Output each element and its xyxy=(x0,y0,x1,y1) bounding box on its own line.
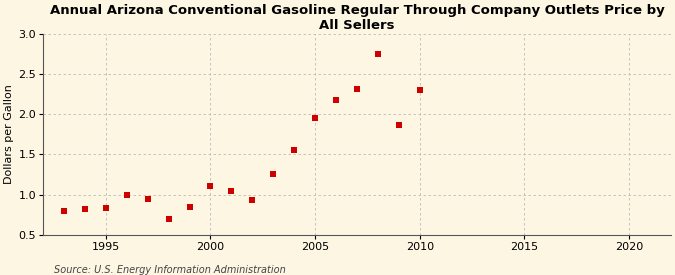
Point xyxy=(184,205,195,210)
Point xyxy=(80,207,90,211)
Y-axis label: Dollars per Gallon: Dollars per Gallon xyxy=(4,84,14,184)
Point xyxy=(289,148,300,153)
Text: Source: U.S. Energy Information Administration: Source: U.S. Energy Information Administ… xyxy=(54,265,286,275)
Point xyxy=(352,87,362,92)
Point xyxy=(101,206,111,210)
Point xyxy=(205,183,216,188)
Title: Annual Arizona Conventional Gasoline Regular Through Company Outlets Price by Al: Annual Arizona Conventional Gasoline Reg… xyxy=(49,4,664,32)
Point xyxy=(163,217,174,222)
Point xyxy=(414,88,425,92)
Point xyxy=(310,115,321,120)
Point xyxy=(122,193,132,197)
Point xyxy=(268,172,279,176)
Point xyxy=(142,197,153,202)
Point xyxy=(394,123,404,127)
Point xyxy=(226,188,237,193)
Point xyxy=(59,209,70,214)
Point xyxy=(331,98,342,102)
Point xyxy=(247,198,258,202)
Point xyxy=(373,52,383,56)
